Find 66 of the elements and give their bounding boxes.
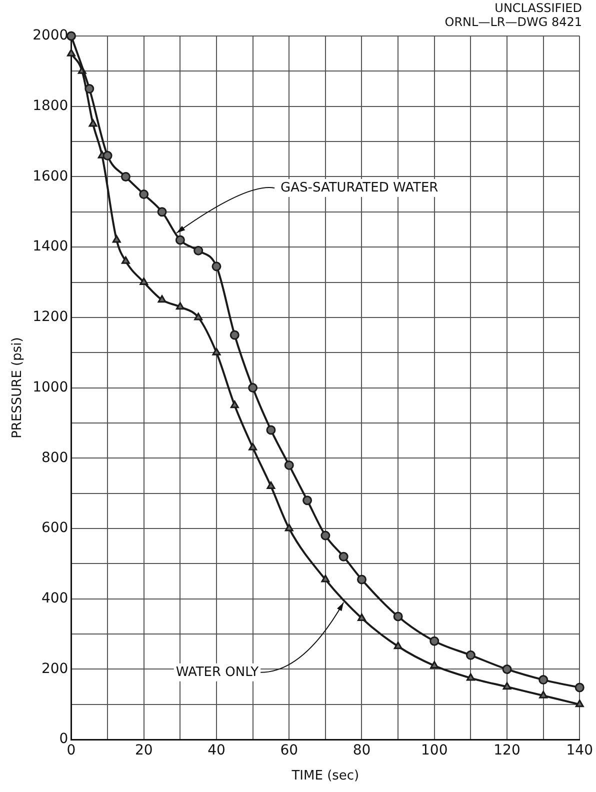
point: [302, 496, 312, 506]
point: [320, 530, 330, 540]
y-tick-label: 0: [59, 731, 68, 748]
point: [230, 330, 240, 340]
point: [84, 84, 94, 94]
point: [284, 460, 294, 470]
annotation: GAS-SATURATED WATER: [280, 180, 438, 196]
point: [175, 235, 185, 245]
y-tick-label: 1800: [32, 98, 68, 114]
point: [284, 524, 294, 532]
x-tick-label: 80: [352, 742, 371, 759]
x-tick-label: 120: [494, 742, 520, 759]
x-tick-label: 40: [208, 742, 226, 759]
y-tick-label: 1600: [32, 168, 68, 184]
x-tick-label: 20: [134, 742, 153, 759]
y-tick-label: 200: [41, 660, 68, 677]
y-tick-label: 1000: [32, 379, 68, 396]
annotation: WATER ONLY: [176, 664, 259, 680]
point: [112, 235, 121, 243]
text: ORNL—LR—DWG 8421: [444, 15, 582, 30]
point: [158, 295, 166, 303]
point: [466, 650, 476, 660]
y-tick-label: 400: [41, 590, 68, 607]
point: [358, 613, 366, 621]
point: [502, 682, 512, 690]
point: [140, 278, 148, 286]
point: [176, 302, 184, 310]
point: [575, 700, 584, 708]
y-tick-label: 1400: [32, 238, 68, 255]
point: [212, 262, 222, 272]
x-tick-label: 100: [421, 742, 448, 759]
point: [394, 642, 402, 650]
point: [430, 636, 440, 646]
point: [338, 552, 348, 562]
point: [120, 172, 130, 182]
y-axis-title: PRESSURE (psi): [10, 337, 26, 438]
y-tick-label: 1200: [32, 309, 68, 326]
point: [574, 682, 584, 692]
x-tick-label: 60: [280, 742, 298, 759]
point: [212, 348, 221, 356]
point: [248, 442, 258, 450]
point: [88, 119, 98, 127]
x-tick-label: 140: [566, 742, 594, 759]
point: [466, 673, 475, 681]
y-tick-label: 800: [41, 450, 68, 466]
point: [194, 312, 203, 320]
x-axis-title: TIME (sec): [290, 768, 360, 784]
point: [121, 256, 130, 264]
point: [502, 664, 512, 674]
point: [538, 675, 548, 685]
point: [102, 150, 112, 160]
point: [430, 660, 439, 668]
point: [539, 690, 548, 698]
point: [266, 425, 276, 435]
point: [357, 574, 366, 584]
text: UNCLASSIFIED: [494, 1, 582, 16]
y-tick-label: 600: [41, 520, 68, 536]
point: [230, 400, 239, 408]
point: [139, 190, 149, 200]
point: [321, 574, 330, 582]
point: [266, 482, 276, 490]
y-tick-label: 2000: [32, 28, 68, 44]
point: [157, 207, 167, 217]
point: [194, 246, 204, 256]
point: [393, 612, 403, 622]
point: [248, 383, 258, 393]
